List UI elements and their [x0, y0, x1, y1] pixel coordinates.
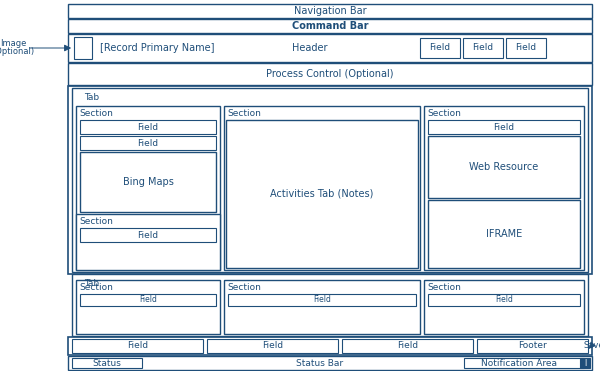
Text: Field: Field [313, 295, 331, 305]
Text: Field: Field [397, 341, 418, 351]
Bar [424, 280, 584, 334]
Text: Notification Area: Notification Area [481, 358, 557, 368]
Text: Section: Section [227, 108, 261, 118]
Bar [342, 339, 473, 353]
Bar [420, 38, 460, 58]
Text: Field: Field [430, 43, 451, 53]
Text: Bing Maps: Bing Maps [122, 177, 173, 187]
Bar [76, 106, 220, 270]
Text: Section: Section [79, 217, 113, 226]
Text: Section: Section [227, 282, 261, 292]
Text: Field: Field [472, 43, 494, 53]
Bar [72, 274, 588, 336]
Bar [477, 339, 588, 353]
Bar [68, 63, 592, 85]
Text: Section: Section [79, 108, 113, 118]
Text: Footer: Footer [518, 341, 547, 351]
Bar [80, 228, 216, 242]
Bar [80, 120, 216, 134]
Bar [80, 152, 216, 212]
Bar [68, 34, 592, 62]
Bar [464, 358, 584, 368]
Text: Tab: Tab [84, 279, 99, 288]
Text: Field: Field [139, 295, 157, 305]
Bar [68, 19, 592, 33]
Text: Field: Field [515, 43, 536, 53]
Text: Status: Status [92, 358, 121, 368]
Bar [207, 339, 338, 353]
Text: (Optional): (Optional) [0, 47, 34, 56]
Text: Field: Field [495, 295, 513, 305]
Bar [428, 120, 580, 134]
Bar [68, 337, 592, 355]
Bar [428, 136, 580, 198]
Bar [80, 136, 216, 150]
Text: Save: Save [584, 341, 600, 349]
Text: Section: Section [427, 108, 461, 118]
Bar [68, 86, 592, 274]
Bar [463, 38, 503, 58]
Bar [72, 88, 588, 272]
Text: Field: Field [137, 138, 158, 148]
Bar [76, 214, 220, 270]
Text: Navigation Bar: Navigation Bar [293, 6, 367, 16]
Text: Image: Image [0, 39, 26, 49]
Bar [428, 200, 580, 268]
Text: Process Control (Optional): Process Control (Optional) [266, 69, 394, 79]
Text: [Record Primary Name]: [Record Primary Name] [100, 43, 215, 53]
Bar [76, 280, 220, 334]
Bar [72, 339, 203, 353]
Bar [224, 280, 420, 334]
Text: Status Bar: Status Bar [296, 358, 344, 368]
Text: I: I [584, 358, 586, 368]
Text: Header: Header [292, 43, 328, 53]
Text: Field: Field [262, 341, 283, 351]
Text: Section: Section [427, 282, 461, 292]
Bar [224, 106, 420, 270]
Bar [72, 358, 142, 368]
Bar [74, 37, 92, 59]
Bar [68, 356, 592, 370]
Bar [580, 358, 590, 368]
Text: Web Resource: Web Resource [469, 162, 539, 172]
Bar [428, 294, 580, 306]
Text: Field: Field [137, 230, 158, 240]
Text: Section: Section [79, 282, 113, 292]
Bar [68, 4, 592, 18]
Text: Field: Field [127, 341, 148, 351]
Text: Command Bar: Command Bar [292, 21, 368, 31]
Text: Field: Field [137, 122, 158, 131]
Text: Tab: Tab [84, 92, 99, 102]
Bar [506, 38, 546, 58]
Text: IFRAME: IFRAME [486, 229, 522, 239]
Bar [226, 120, 418, 268]
Bar [424, 106, 584, 270]
Text: Activities Tab (Notes): Activities Tab (Notes) [271, 189, 374, 199]
Bar [80, 294, 216, 306]
Text: Field: Field [493, 122, 515, 131]
Bar [228, 294, 416, 306]
